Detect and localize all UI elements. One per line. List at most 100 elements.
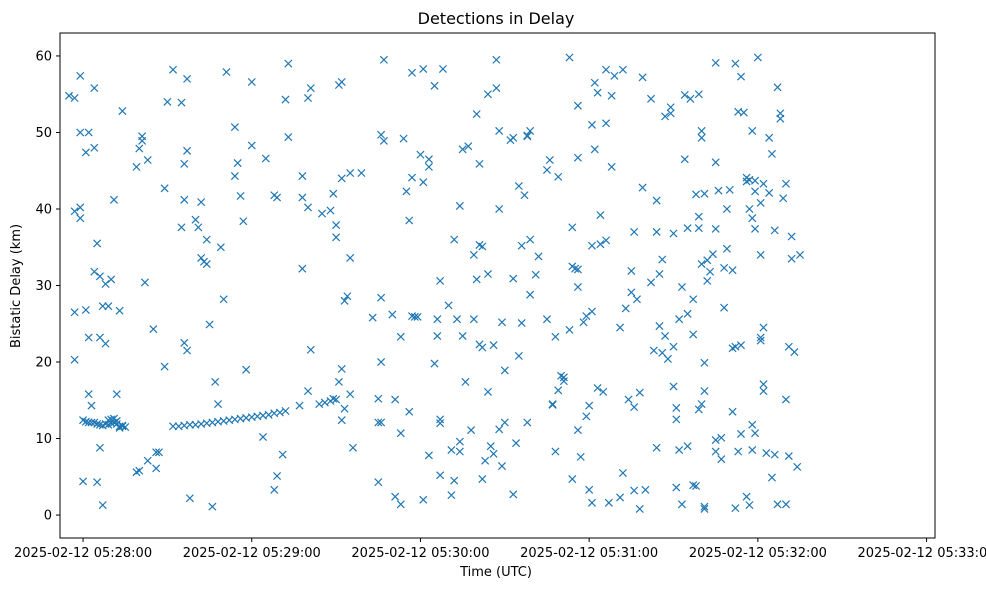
data-point	[745, 204, 754, 214]
data-point	[346, 168, 355, 178]
data-point	[781, 395, 791, 404]
data-point	[452, 315, 462, 324]
data-point	[731, 59, 740, 68]
data-point	[138, 136, 147, 145]
data-point	[700, 502, 709, 511]
data-point	[630, 403, 639, 412]
y-tick-label: 0	[44, 509, 52, 524]
plot-area	[59, 32, 936, 539]
data-point	[722, 204, 731, 214]
data-point	[548, 400, 557, 409]
data-point	[219, 295, 228, 304]
data-point	[132, 162, 141, 171]
data-point	[211, 377, 220, 386]
data-point	[559, 373, 568, 382]
data-point	[495, 126, 504, 135]
data-point	[669, 382, 678, 391]
data-point	[781, 179, 791, 188]
data-point	[258, 432, 268, 442]
data-point	[475, 159, 484, 168]
data-point	[658, 255, 667, 264]
data-point	[334, 377, 343, 386]
data-point	[593, 88, 602, 97]
data-point	[573, 101, 582, 110]
data-point	[337, 77, 346, 86]
data-point	[444, 301, 453, 310]
data-point	[303, 387, 313, 396]
data-point	[748, 420, 757, 429]
data-point	[526, 126, 535, 135]
data-point	[90, 267, 99, 276]
data-point	[661, 112, 670, 121]
data-point	[483, 387, 492, 396]
data-point	[481, 456, 490, 465]
data-point	[590, 78, 599, 87]
data-point	[773, 500, 782, 509]
data-point	[90, 84, 99, 93]
data-point	[652, 196, 661, 205]
data-point	[602, 65, 611, 74]
data-point	[703, 276, 712, 285]
y-tick-label: 50	[35, 126, 52, 141]
data-point	[180, 195, 189, 204]
x-tick-label: 2025-02-12 05:32:00	[689, 546, 827, 561]
data-point	[197, 198, 206, 207]
data-point	[79, 477, 88, 486]
x-tick-label: 2025-02-12 05:33:00	[858, 546, 986, 561]
data-point	[632, 295, 641, 304]
data-point	[391, 492, 400, 501]
data-point	[216, 243, 225, 252]
y-tick-label: 30	[35, 279, 52, 294]
data-point	[303, 203, 313, 212]
data-point	[284, 133, 293, 142]
data-point	[298, 172, 307, 181]
data-point	[666, 109, 675, 118]
data-point	[765, 133, 774, 142]
data-point	[691, 190, 701, 199]
data-point	[405, 407, 414, 416]
data-point	[621, 304, 630, 313]
data-point	[784, 452, 793, 461]
data-point	[115, 306, 124, 315]
data-point	[340, 296, 349, 305]
data-point	[81, 305, 90, 315]
data-point	[554, 172, 563, 181]
data-point	[624, 395, 633, 404]
data-point	[765, 188, 774, 197]
data-point	[81, 148, 90, 157]
data-point	[396, 429, 405, 438]
data-point	[247, 77, 256, 86]
data-point	[641, 485, 650, 494]
data-point	[402, 187, 411, 196]
data-point	[450, 476, 459, 485]
data-point	[759, 387, 768, 396]
data-point	[691, 481, 701, 490]
data-point	[517, 318, 526, 328]
data-point	[680, 90, 689, 100]
data-point	[472, 110, 481, 119]
data-point	[183, 146, 192, 155]
data-point	[93, 239, 102, 248]
data-point	[194, 223, 203, 232]
data-point	[112, 390, 121, 399]
data-point	[278, 450, 287, 459]
data-point	[135, 144, 144, 153]
y-tick-label: 20	[35, 356, 52, 371]
data-point	[495, 425, 504, 434]
data-point	[483, 269, 492, 279]
data-point	[433, 331, 442, 341]
data-point	[711, 158, 720, 167]
data-point	[118, 107, 127, 116]
data-point	[526, 235, 535, 244]
data-point	[683, 309, 692, 318]
x-tick-label: 2025-02-12 05:31:00	[520, 546, 658, 561]
data-point	[469, 250, 478, 259]
data-point	[458, 145, 467, 154]
data-point	[711, 436, 720, 445]
data-point	[407, 173, 417, 182]
data-point	[700, 358, 709, 367]
data-point	[337, 174, 346, 183]
data-point	[652, 227, 661, 236]
data-point	[512, 439, 521, 448]
data-point	[143, 155, 152, 165]
